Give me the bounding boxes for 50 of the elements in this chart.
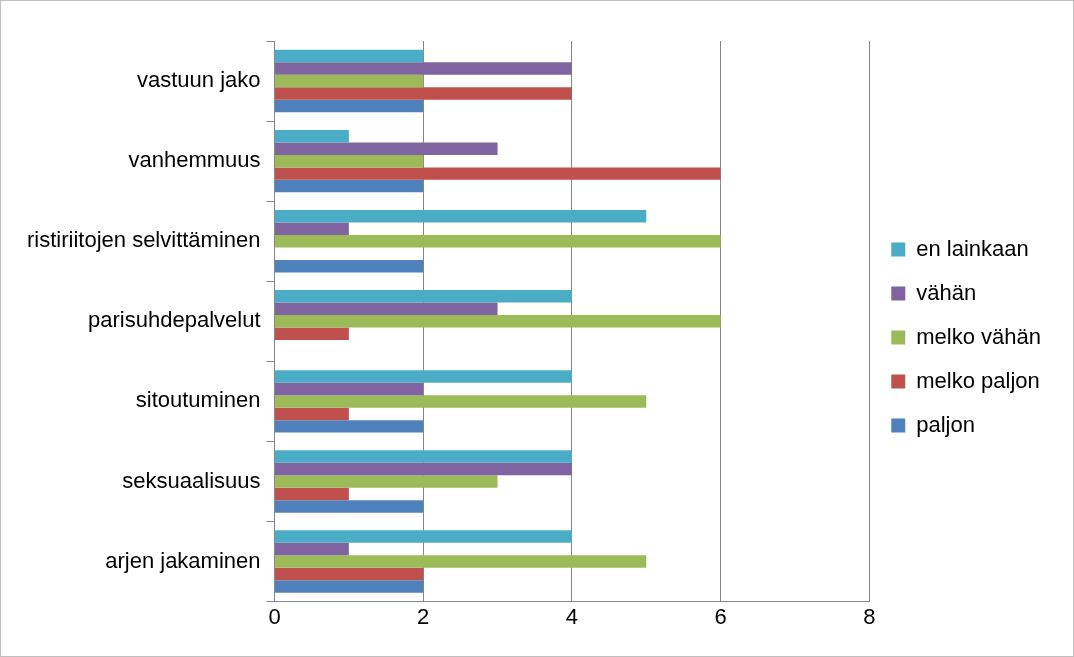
bar	[275, 154, 424, 168]
legend-label: paljon	[916, 411, 975, 437]
bar	[275, 302, 498, 316]
bar	[275, 462, 572, 476]
y-tick-label: ristiriitojen selvittäminen	[26, 227, 261, 253]
legend-label: melko vähän	[916, 323, 1042, 349]
bar	[275, 327, 349, 341]
bar	[275, 567, 424, 581]
bar	[275, 62, 572, 75]
bar	[275, 129, 349, 143]
x-tick-label: 8	[863, 603, 876, 629]
bar	[275, 555, 647, 568]
bar	[275, 487, 349, 501]
x-tick-label: 4	[565, 603, 579, 629]
y-tick-label: parisuhdepalvelut	[88, 307, 261, 333]
legend-label: vähän	[916, 279, 977, 305]
y-tick-label: seksuaalisuus	[122, 467, 261, 493]
x-tick-label: 0	[268, 603, 281, 629]
bar	[275, 74, 424, 88]
bar	[275, 315, 721, 328]
y-tick-label: vastuun jako	[136, 67, 261, 93]
bar	[275, 142, 498, 155]
bar	[275, 222, 349, 235]
legend-label: melko paljon	[916, 367, 1040, 393]
legend-label: en lainkaan	[916, 235, 1029, 261]
bar	[275, 450, 572, 463]
y-tick-label: arjen jakaminen	[105, 547, 261, 573]
bar	[275, 475, 498, 488]
bar	[275, 49, 424, 63]
bar	[275, 580, 424, 593]
bar	[275, 542, 349, 556]
bar	[275, 407, 349, 421]
bar	[275, 530, 572, 543]
y-tick-label: sitoutuminen	[135, 387, 261, 413]
bar	[275, 234, 721, 248]
bar	[275, 382, 424, 396]
bar	[275, 420, 424, 433]
bar	[275, 259, 424, 273]
x-tick-label: 2	[417, 603, 430, 629]
bar	[275, 87, 572, 100]
bar	[275, 395, 647, 408]
bar	[275, 99, 424, 113]
bar	[275, 209, 647, 223]
x-tick-label: 6	[714, 603, 727, 629]
y-tick-label: vanhemmuus	[128, 147, 261, 173]
bar	[275, 167, 721, 180]
bar	[275, 179, 424, 193]
bar	[275, 290, 572, 303]
bar	[275, 370, 572, 383]
bar	[275, 500, 424, 513]
